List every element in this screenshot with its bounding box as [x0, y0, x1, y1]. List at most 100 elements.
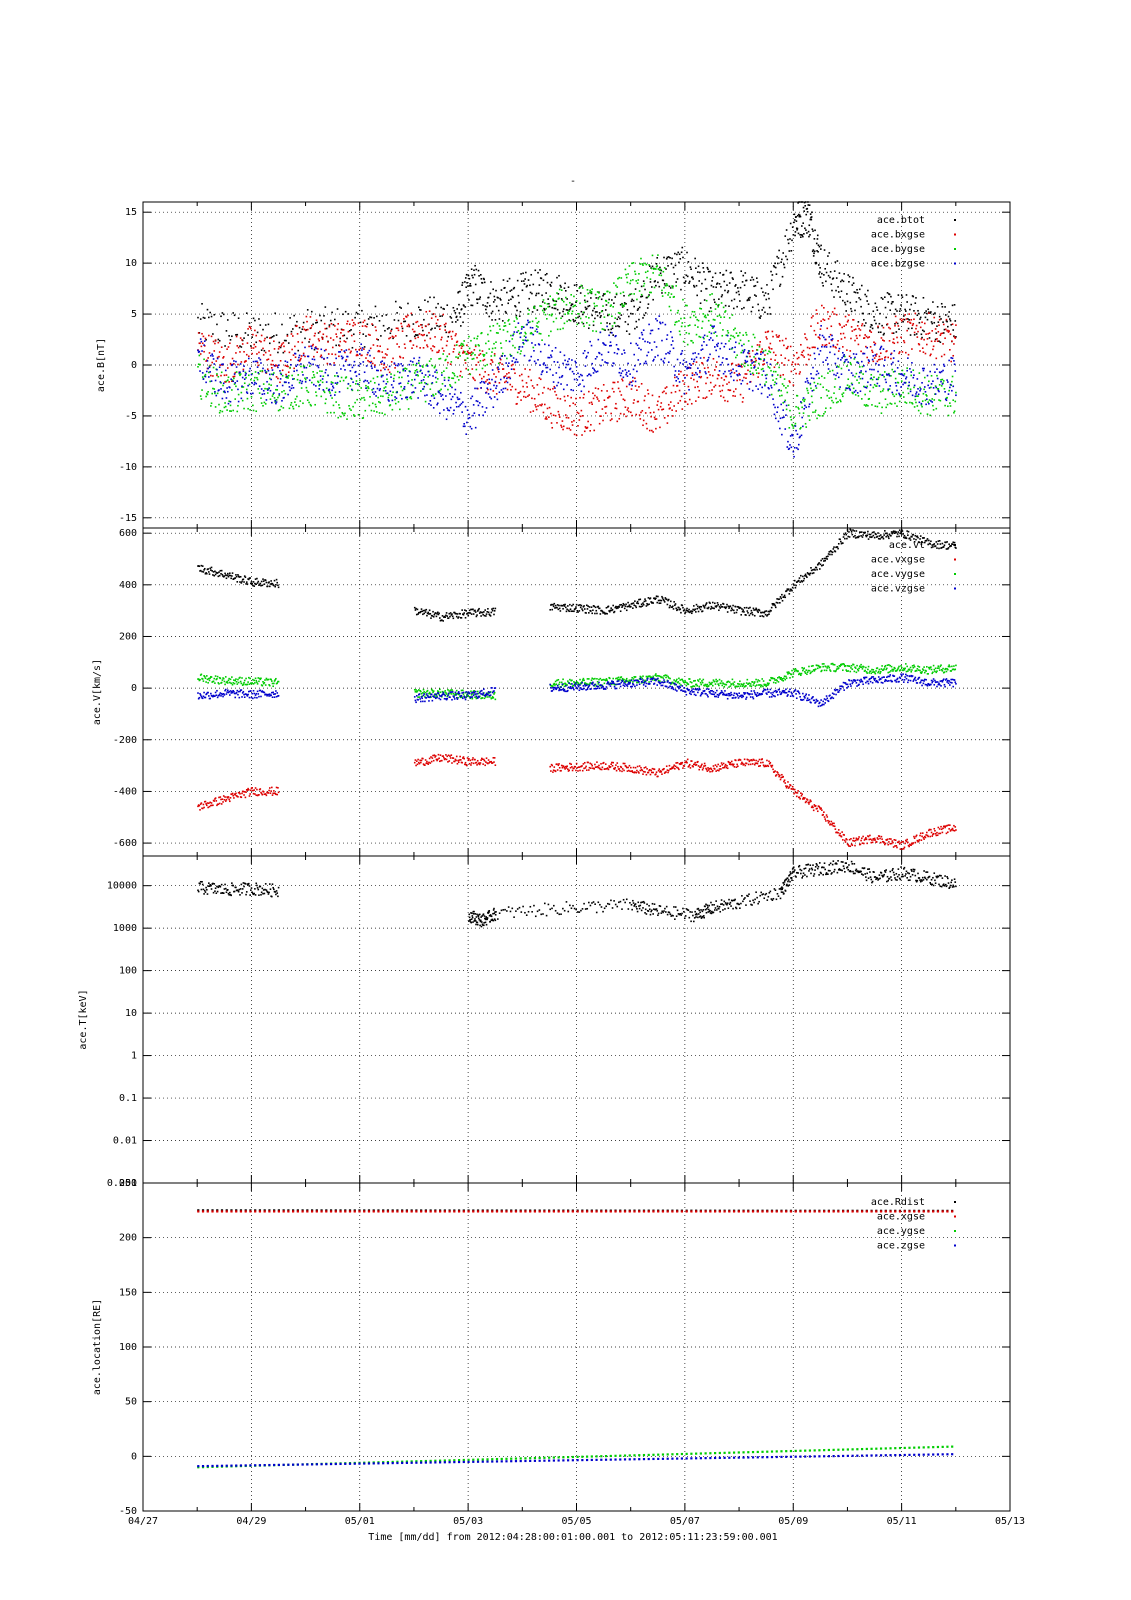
data-point: [344, 351, 346, 354]
data-point: [935, 407, 938, 410]
data-point: [656, 257, 659, 259]
data-point: [322, 375, 325, 378]
data-point: [739, 378, 741, 381]
data-point: [491, 378, 493, 381]
data-point: [558, 413, 560, 416]
data-point: [750, 359, 753, 361]
data-point: [210, 374, 212, 377]
data-point: [326, 362, 329, 365]
data-point: [531, 320, 534, 323]
data-point: [252, 581, 255, 583]
data-point: [560, 376, 563, 378]
data-point: [770, 358, 772, 361]
data-point: [888, 374, 891, 377]
data-point: [834, 261, 837, 263]
data-point: [258, 340, 261, 342]
data-point: [474, 283, 477, 286]
data-point: [541, 339, 543, 341]
data-point: [581, 415, 584, 417]
data-point: [873, 316, 875, 318]
data-point: [875, 355, 877, 357]
data-point: [827, 274, 830, 277]
data-point: [558, 376, 561, 379]
data-point: [711, 339, 714, 342]
data-point: [596, 314, 599, 317]
data-point: [436, 613, 438, 615]
data-point: [209, 567, 211, 570]
data-point: [431, 349, 434, 352]
data-point: [896, 322, 899, 325]
data-point: [762, 363, 764, 366]
data-point: [256, 360, 258, 363]
data-point: [657, 408, 660, 411]
data-point: [732, 379, 735, 382]
data-point: [797, 363, 799, 366]
data-point: [386, 328, 389, 330]
data-point: [769, 351, 772, 354]
data-point: [953, 343, 955, 345]
data-point: [852, 319, 855, 321]
data-point: [516, 361, 519, 363]
data-point: [232, 409, 235, 412]
data-point: [944, 391, 946, 393]
data-point: [424, 374, 427, 376]
data-point: [438, 412, 441, 415]
data-point: [523, 283, 526, 285]
data-point: [808, 235, 810, 238]
data-point: [729, 338, 732, 340]
data-point: [227, 346, 230, 348]
data-point: [249, 367, 251, 370]
data-point: [617, 607, 619, 609]
data-point: [817, 414, 820, 416]
data-point: [806, 346, 809, 349]
data-point: [567, 360, 569, 363]
data-point: [745, 377, 747, 379]
data-point: [588, 324, 591, 326]
data-point: [409, 370, 411, 373]
data-point: [421, 324, 423, 326]
data-point: [288, 386, 291, 388]
data-point: [531, 311, 534, 313]
data-point: [798, 436, 801, 439]
data-point: [854, 291, 857, 294]
data-point: [890, 302, 893, 305]
data-point: [644, 600, 647, 602]
data-point: [471, 368, 474, 370]
data-point: [536, 309, 539, 311]
data-point: [900, 386, 902, 388]
series-ace.bygse: [197, 254, 957, 430]
data-point: [518, 345, 521, 348]
data-point: [290, 387, 293, 390]
data-point: [376, 345, 379, 347]
data-point: [682, 359, 685, 362]
data-point: [201, 570, 203, 573]
data-point: [256, 361, 259, 364]
data-point: [406, 396, 409, 399]
data-point: [766, 337, 768, 340]
data-point: [380, 374, 383, 377]
data-point: [646, 427, 648, 430]
data-point: [944, 337, 946, 340]
data-point: [331, 397, 333, 399]
data-point: [423, 612, 426, 615]
data-point: [615, 605, 617, 608]
data-point: [630, 279, 632, 282]
data-point: [561, 604, 564, 607]
data-point: [572, 603, 575, 606]
data-point: [879, 331, 882, 334]
data-point: [584, 301, 587, 303]
data-point: [873, 344, 876, 346]
data-point: [840, 338, 843, 340]
data-point: [483, 614, 486, 617]
data-point: [894, 382, 897, 384]
data-point: [351, 366, 354, 369]
data-point: [868, 397, 871, 400]
data-point: [787, 238, 789, 241]
data-point: [688, 282, 690, 284]
data-point: [720, 342, 723, 345]
data-point: [680, 317, 682, 320]
data-point: [772, 288, 774, 291]
data-point: [273, 392, 275, 394]
data-point: [611, 327, 614, 330]
data-point: [896, 310, 898, 312]
